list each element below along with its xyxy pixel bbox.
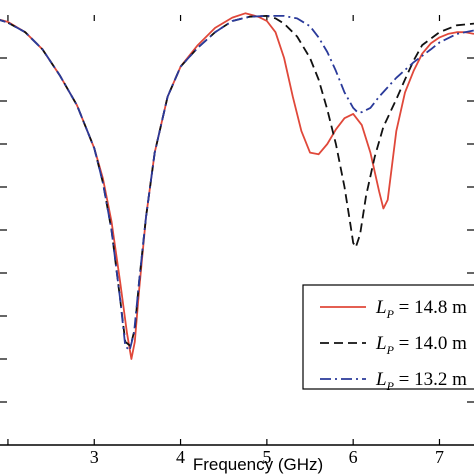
x-tick-label: 4	[176, 447, 185, 467]
x-axis-label: Frequency (GHz)	[193, 455, 323, 474]
series-line-2	[0, 15, 474, 347]
series-layer	[0, 12, 474, 360]
legend-label: LP = 14.8 m	[375, 297, 467, 321]
x-tick-label: 5	[262, 447, 271, 467]
legend: LP = 14.8 m LP = 14.0 m LP = 13.2 m	[302, 284, 474, 393]
legend-label: LP = 14.0 m	[375, 333, 467, 357]
x-tick-label: 7	[435, 447, 444, 467]
series-line-1	[0, 12, 474, 360]
x-tick-label: 6	[349, 447, 358, 467]
series-line-3	[0, 15, 474, 352]
legend-box	[302, 284, 474, 390]
legend-label: LP = 13.2 m	[375, 369, 467, 393]
x-tick-label: 3	[90, 447, 99, 467]
plot-axes: 3 4 5 6 7	[0, 15, 474, 467]
